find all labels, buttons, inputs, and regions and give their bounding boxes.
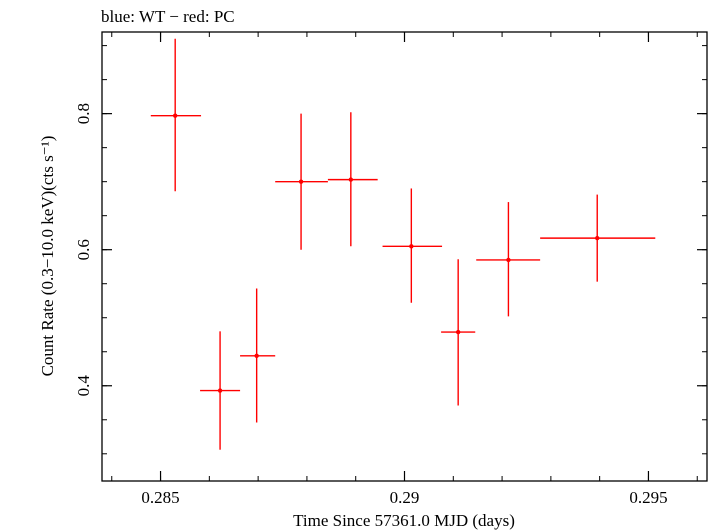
- point-marker: [455, 329, 461, 335]
- data-point: [240, 288, 276, 423]
- y-axis-label: Count Rate (0.3−10.0 keV)(cts s⁻¹): [38, 136, 57, 377]
- data-point: [441, 259, 476, 406]
- data-point: [200, 331, 241, 450]
- data-point: [275, 113, 328, 250]
- point-marker: [254, 353, 259, 359]
- point-marker: [409, 244, 414, 249]
- x-tick-label: 0.295: [629, 488, 667, 507]
- point-marker: [298, 179, 304, 184]
- x-axis-label: Time Since 57361.0 MJD (days): [293, 511, 515, 530]
- point-marker: [217, 388, 223, 393]
- point-marker: [595, 235, 600, 241]
- y-tick-label: 0.4: [74, 375, 93, 397]
- data-point: [150, 38, 202, 192]
- plot-frame: [101, 31, 708, 482]
- data-series: [150, 38, 656, 450]
- data-point: [476, 202, 541, 317]
- data-point: [327, 112, 378, 247]
- y-tick-labels: 0.4 0.6 0.8: [74, 103, 93, 396]
- y-tick-label: 0.6: [74, 239, 93, 260]
- axis-ticks: [102, 32, 707, 481]
- y-tick-label: 0.8: [74, 103, 93, 124]
- point-marker: [348, 177, 354, 182]
- x-tick-labels: 0.285 0.29 0.295: [141, 488, 667, 507]
- point-marker: [506, 257, 511, 263]
- x-tick-label: 0.29: [390, 488, 420, 507]
- data-point: [540, 194, 656, 282]
- x-tick-label: 0.285: [141, 488, 179, 507]
- data-point: [382, 188, 443, 303]
- chart-title: blue: WT − red: PC: [101, 7, 235, 26]
- point-marker: [172, 113, 178, 118]
